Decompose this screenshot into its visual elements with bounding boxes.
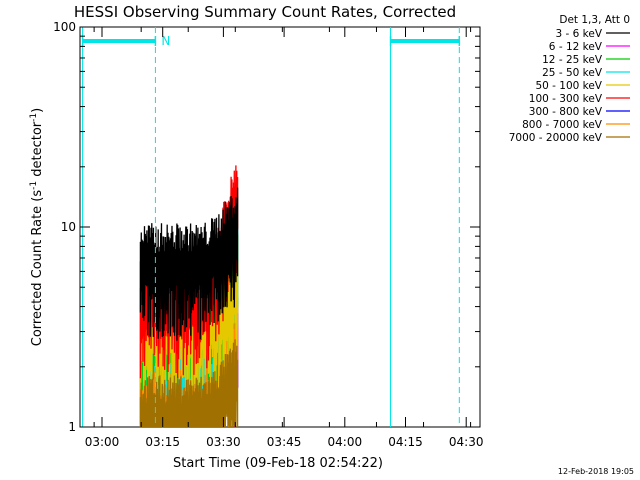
footer-date: 12-Feb-2018 19:05 — [558, 467, 634, 476]
legend-label: 300 - 800 keV — [529, 106, 603, 118]
night-markers — [82, 27, 460, 427]
x-tick-label: 03:45 — [267, 435, 302, 449]
y-axis-label: Corrected Count Rate (s-1 detector-1) — [29, 108, 45, 346]
x-tick-label: 04:00 — [328, 435, 363, 449]
x-tick-label: 04:15 — [388, 435, 423, 449]
series-line — [139, 339, 239, 428]
y-tick-label: 1 — [68, 420, 76, 434]
flag-bars: N — [81, 34, 461, 48]
legend-label: 12 - 25 keV — [542, 54, 603, 66]
legend-label: 6 - 12 keV — [549, 41, 603, 53]
legend-label: 3 - 6 keV — [555, 28, 602, 40]
x-tick-label: 03:30 — [206, 435, 241, 449]
x-axis-label: Start Time (09-Feb-18 02:54:22) — [173, 456, 383, 471]
y-tick-label: 100 — [53, 20, 76, 34]
x-tick-label: 03:15 — [145, 435, 180, 449]
legend-label: 50 - 100 keV — [535, 80, 602, 92]
series-layer — [139, 165, 239, 428]
chart-title: HESSI Observing Summary Count Rates, Cor… — [74, 3, 456, 21]
x-tick-label: 04:30 — [449, 435, 484, 449]
y-tick-label: 10 — [61, 220, 76, 234]
legend-label: 25 - 50 keV — [542, 67, 603, 79]
x-axis-ticks: 03:00 03:15 03:30 03:45 04:00 04:15 04:30 — [85, 27, 484, 449]
legend-label: 100 - 300 keV — [529, 93, 603, 105]
x-tick-label: 03:00 — [85, 435, 120, 449]
series-line — [139, 187, 239, 341]
legend-title: Det 1,3, Att 0 — [559, 14, 630, 26]
legend-label: 7000 - 20000 keV — [509, 132, 603, 144]
flag-label: N — [161, 34, 170, 48]
legend-label: 800 - 7000 keV — [522, 119, 603, 131]
y-axis-ticks: 1 10 100 — [53, 20, 480, 434]
